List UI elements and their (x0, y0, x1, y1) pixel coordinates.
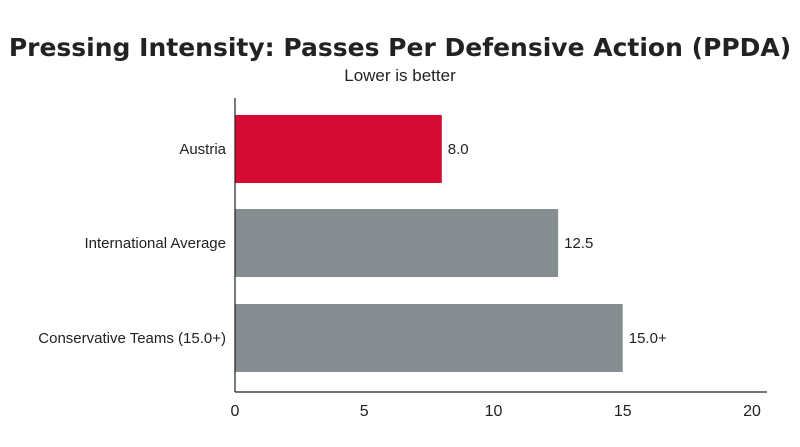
x-tick-label-0: 0 (231, 403, 240, 420)
category-label-1: International Average (85, 235, 227, 252)
bar-0 (235, 115, 442, 183)
x-tick-label-1: 5 (360, 403, 369, 420)
value-label-0: 8.0 (448, 141, 469, 158)
value-label-1: 12.5 (564, 235, 593, 252)
bar-2 (235, 304, 623, 372)
category-label-0: Austria (179, 141, 226, 158)
axes-group: 0 5 10 15 20 (231, 98, 767, 420)
x-tick-label-3: 15 (614, 403, 632, 420)
chart-subtitle: Lower is better (344, 66, 456, 85)
value-label-2: 15.0+ (629, 330, 667, 347)
x-tick-label-4: 20 (743, 403, 761, 420)
x-tick-label-2: 10 (485, 403, 503, 420)
bars-group: Austria 8.0 International Average 12.5 Conse… (38, 115, 667, 372)
category-label-2: Conservative Teams (15.0+) (38, 330, 226, 347)
chart-title: Pressing Intensity: Passes Per Defensive… (9, 33, 791, 62)
bar-1 (235, 209, 559, 277)
